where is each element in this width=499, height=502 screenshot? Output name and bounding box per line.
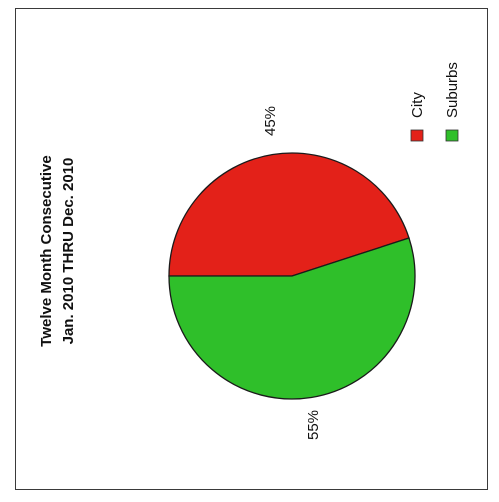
chart-title: Twelve Month Consecutive Jan. 2010 THRU … [38, 155, 77, 346]
slice-label-suburbs: 55% [305, 410, 322, 440]
legend-label-city: City [409, 92, 426, 118]
pie-slices [168, 152, 416, 400]
pie-slice-city [168, 152, 410, 277]
legend-label-suburbs: Suburbs [444, 62, 461, 118]
legend-swatch-city [410, 129, 424, 142]
slice-label-city: 45% [262, 106, 279, 136]
legend-swatch-suburbs [445, 129, 459, 142]
chart-title-line-2: Jan. 2010 THRU Dec. 2010 [60, 158, 77, 345]
legend: City Suburbs [409, 62, 461, 142]
pie-slice-suburbs [168, 237, 416, 400]
chart-title-line-1: Twelve Month Consecutive [38, 155, 55, 346]
